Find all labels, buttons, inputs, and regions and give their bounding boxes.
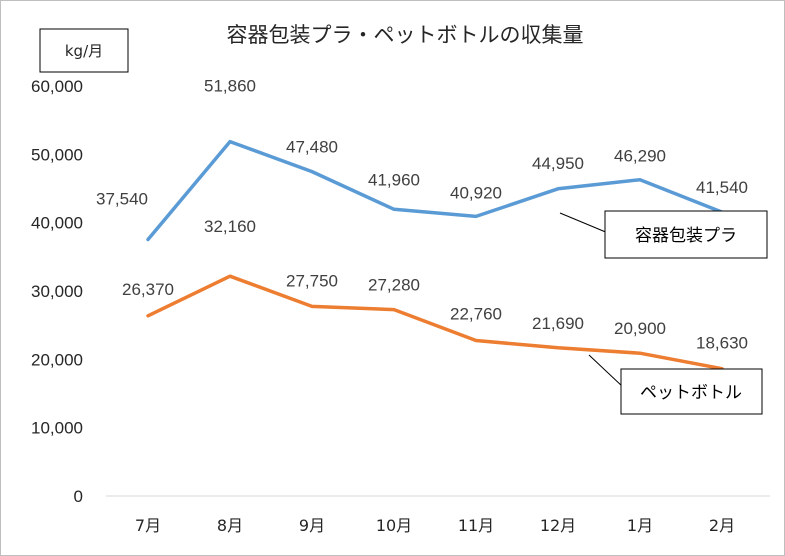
data-label-pet: 22,760 (450, 304, 502, 323)
y-axis-ticks: 0 10,000 20,000 30,000 40,000 50,000 60,000 (31, 77, 83, 506)
series-line-pet (146, 274, 724, 371)
data-label-plastic: 51,860 (204, 77, 256, 96)
callout-leader-pet (588, 354, 624, 388)
y-tick-label: 60,000 (31, 77, 83, 96)
y-tick-label: 10,000 (31, 419, 83, 438)
legend-callout-pet: ペットボトル (588, 354, 763, 415)
unit-label-box (39, 28, 129, 73)
data-label-plastic: 41,540 (696, 178, 748, 197)
data-label-pet: 27,750 (286, 271, 338, 290)
data-label-pet: 18,630 (696, 334, 748, 353)
x-tick-label: 8月 (217, 516, 243, 535)
x-tick-label: 12月 (540, 516, 576, 535)
y-tick-label: 30,000 (31, 282, 83, 301)
x-tick-label: 7月 (135, 516, 161, 535)
data-label-pet: 21,690 (532, 314, 584, 333)
x-tick-label: 2月 (709, 516, 735, 535)
data-label-plastic: 41,960 (368, 170, 420, 189)
data-label-plastic: 46,290 (614, 147, 666, 166)
chart-title: 容器包装プラ・ペットボトルの収集量 (227, 23, 584, 47)
y-tick-label: 20,000 (31, 350, 83, 369)
x-tick-label: 11月 (458, 516, 494, 535)
y-tick-label: 0 (74, 487, 83, 506)
data-label-pet: 20,900 (614, 319, 666, 338)
legend-label-pet: ペットボトル (640, 383, 742, 403)
data-labels: 37,540 51,860 47,480 41,960 40,920 44,950 46,2… (96, 77, 748, 353)
y-tick-label: 40,000 (31, 214, 83, 233)
data-label-pet: 27,280 (368, 276, 420, 295)
callout-box-plastic (604, 210, 768, 259)
unit-label: kg/月 (65, 42, 103, 60)
data-label-pet: 32,160 (204, 217, 256, 236)
callout-box-pet (620, 368, 763, 415)
series-line-plastic (146, 139, 724, 242)
x-tick-label: 10月 (376, 516, 412, 535)
legend-label-plastic: 容器包装プラ (635, 226, 737, 246)
series-lines (146, 139, 724, 371)
x-tick-label: 9月 (299, 516, 325, 535)
data-label-plastic: 40,920 (450, 183, 502, 202)
legend-callout-plastic: 容器包装プラ (559, 210, 768, 259)
callout-leader-plastic (559, 212, 609, 234)
data-label-pet: 26,370 (122, 280, 174, 299)
data-label-plastic: 44,950 (532, 154, 584, 173)
x-tick-label: 1月 (627, 516, 653, 535)
data-label-plastic: 47,480 (286, 138, 338, 157)
x-axis-ticks: 7月 8月 9月 10月 11月 12月 1月 2月 (135, 516, 735, 535)
y-tick-label: 50,000 (31, 145, 83, 164)
data-label-plastic: 37,540 (96, 189, 148, 208)
